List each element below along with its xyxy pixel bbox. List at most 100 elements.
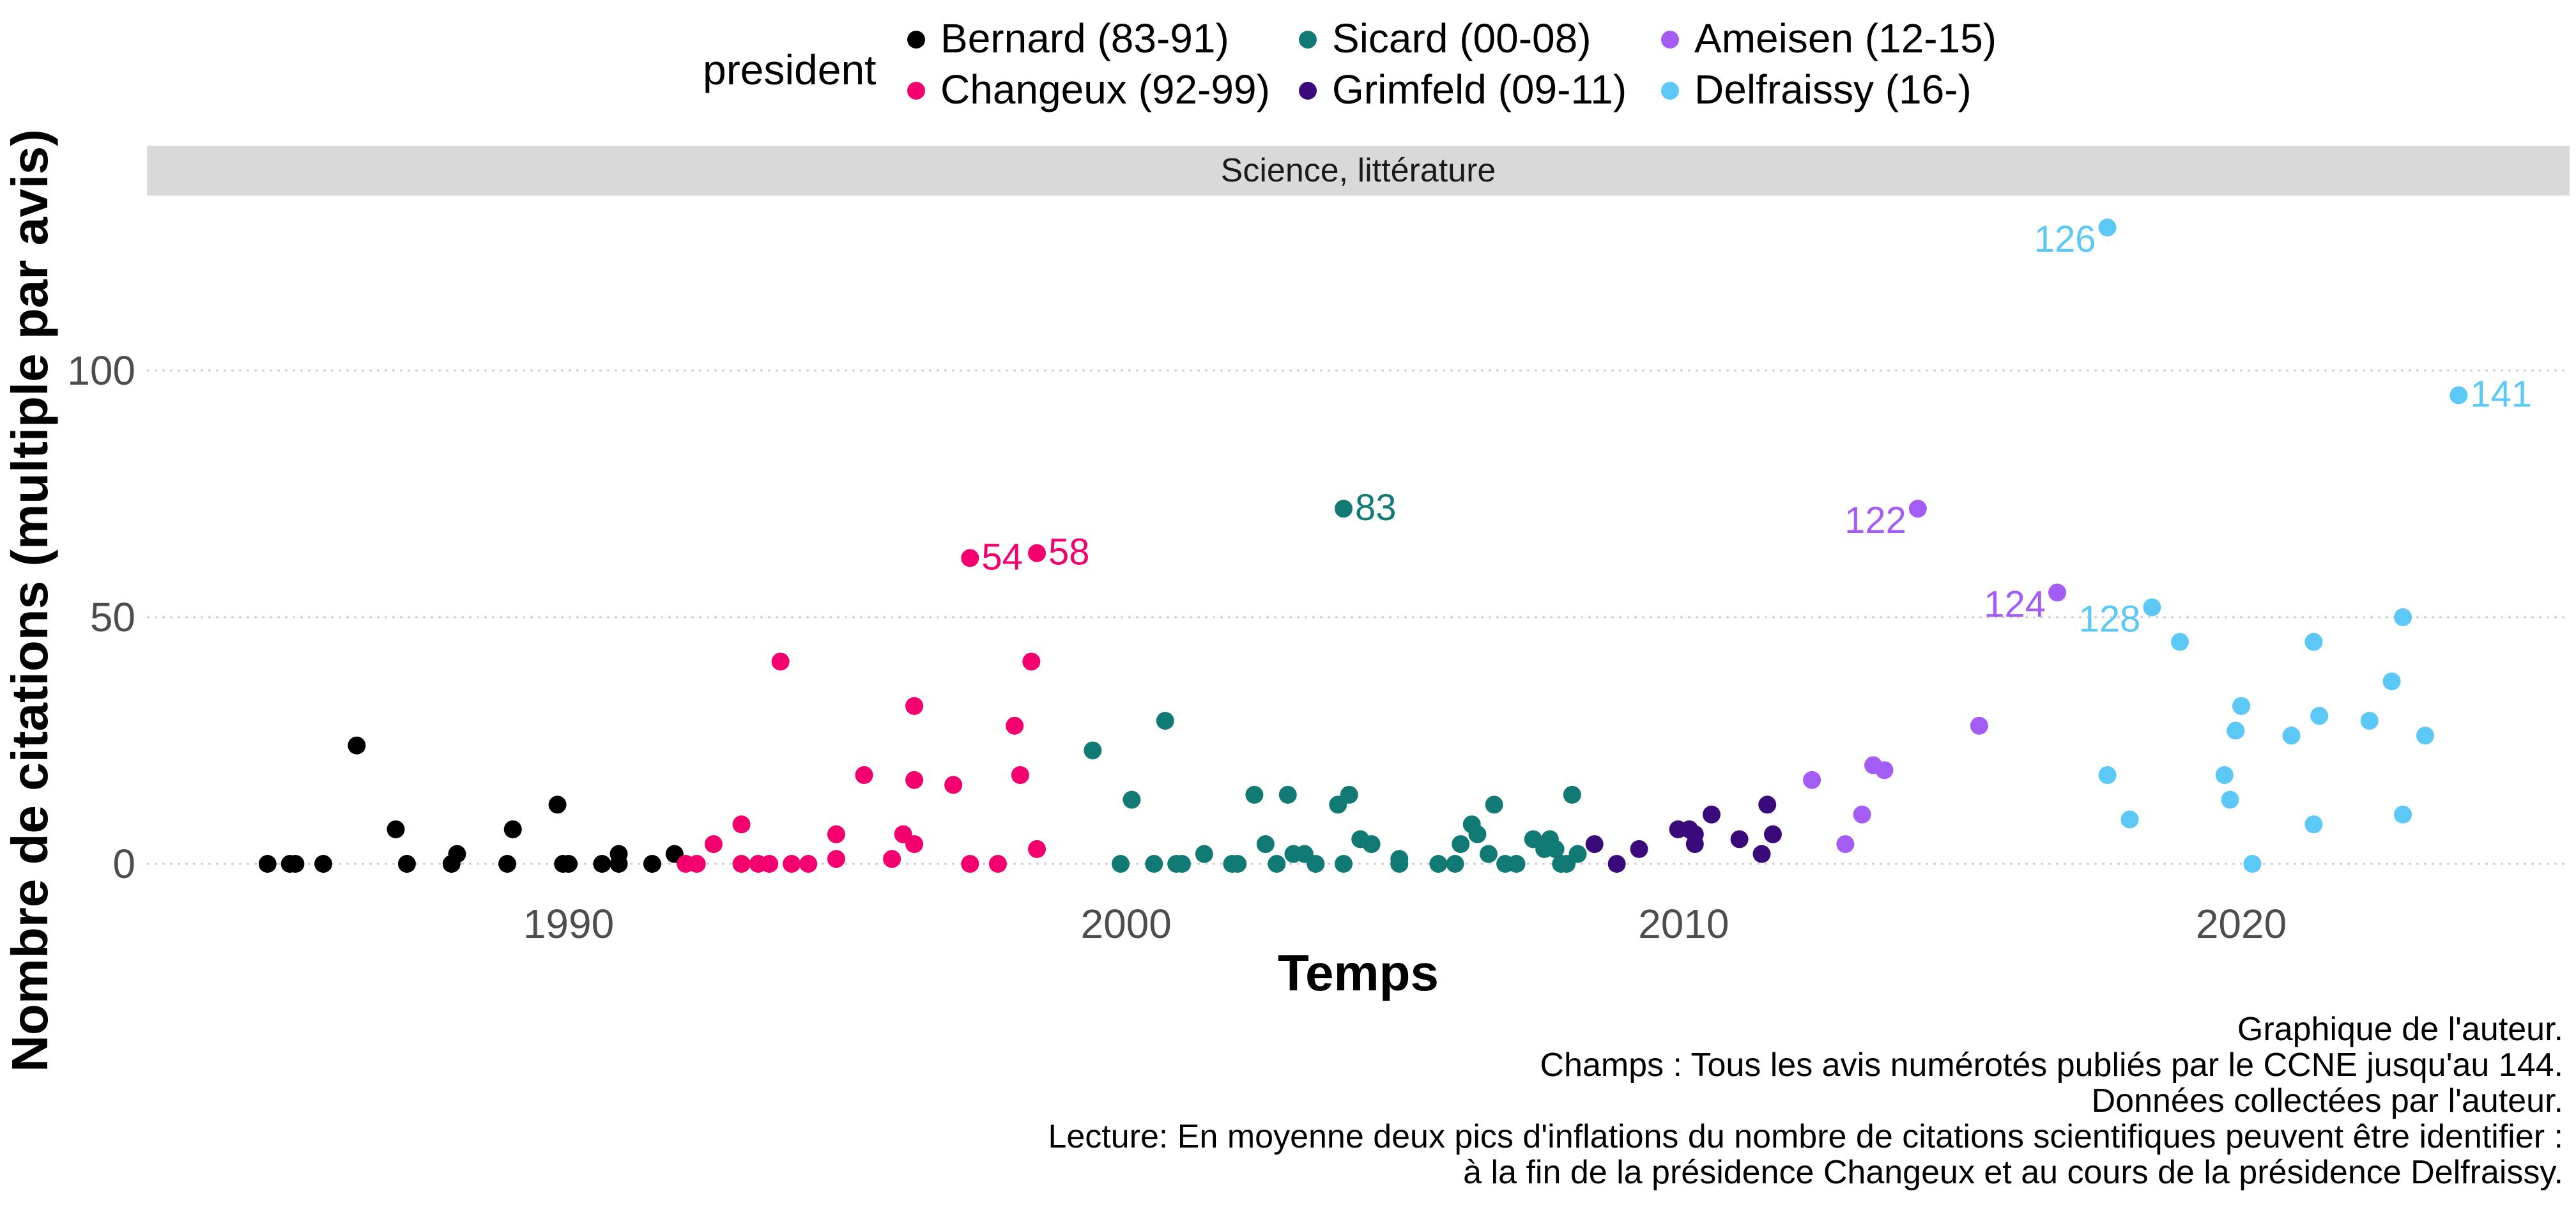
y-tick-label: 0: [112, 841, 135, 887]
data-point: [1758, 795, 1777, 814]
data-point: [1585, 835, 1604, 854]
data-point: [1607, 855, 1626, 873]
data-point: [961, 855, 979, 873]
point-annotation: 83: [1355, 487, 1397, 528]
legend-item: Grimfeld (09-11): [1299, 66, 1627, 112]
x-axis-title: Temps: [1278, 944, 1439, 1001]
legend-label: Delfraissy (16-): [1694, 66, 1972, 112]
legend-item: Delfraissy (16-): [1661, 66, 1972, 112]
data-point: [1485, 795, 1503, 814]
data-point: [1111, 855, 1130, 873]
data-point: [1836, 835, 1855, 854]
data-point: [827, 850, 845, 868]
legend-label: Changeux (92-99): [940, 66, 1270, 112]
data-point: [1123, 790, 1141, 809]
y-tick-label: 100: [67, 348, 135, 394]
data-point: [1156, 712, 1174, 730]
data-point: [1229, 855, 1247, 873]
data-point: [883, 850, 901, 868]
legend-item: Ameisen (12-15): [1661, 15, 1997, 61]
data-point: [799, 855, 818, 873]
legend-label: Grimfeld (09-11): [1332, 66, 1627, 112]
data-point: [855, 766, 873, 785]
data-point: [732, 815, 751, 834]
gridlines: [147, 369, 2570, 865]
x-axis-ticks: 1990 2000 2010 2020: [523, 901, 2287, 947]
point-annotation: 124: [1984, 583, 2046, 625]
data-point: [944, 776, 963, 794]
legend-key: [1299, 31, 1317, 49]
point-annotations: 54 58 83 122 124 126 128 141: [981, 219, 2532, 640]
data-point: [2098, 219, 2117, 237]
legend-key: [1661, 31, 1679, 49]
y-axis-ticks: 0 50 100: [67, 348, 135, 887]
legend-key: [907, 31, 925, 49]
data-point: [1685, 825, 1704, 843]
data-point: [2394, 805, 2412, 824]
data-point: [2416, 726, 2434, 745]
data-point: [704, 835, 723, 854]
data-point: [2304, 633, 2323, 651]
x-tick-label: 2000: [1080, 901, 1171, 947]
data-point: [687, 855, 706, 873]
data-points: [258, 219, 2468, 873]
data-point: [760, 855, 779, 873]
data-point: [1752, 845, 1771, 863]
data-point: [2382, 672, 2401, 691]
data-point: [2243, 855, 2262, 873]
legend-key: [1661, 82, 1679, 100]
data-point: [1446, 855, 1464, 873]
caption-line: Lecture: En moyenne deux pics d'inflatio…: [1048, 1118, 2563, 1155]
data-point: [1630, 840, 1648, 858]
data-point: [1028, 840, 1046, 858]
data-point: [498, 855, 517, 873]
point-annotation: 58: [1048, 532, 1090, 573]
data-point: [905, 835, 924, 854]
data-point: [1268, 855, 1286, 873]
data-point: [1568, 845, 1587, 863]
caption: Graphique de l'auteur.Champs : Tous les …: [1048, 1011, 2563, 1191]
legend-key: [907, 82, 925, 100]
data-point: [905, 696, 924, 715]
data-point: [1468, 825, 1487, 843]
x-tick-label: 2010: [1638, 901, 1729, 947]
data-point: [1853, 805, 1871, 824]
data-point: [1335, 855, 1353, 873]
data-point: [503, 820, 522, 838]
data-point: [2227, 721, 2245, 740]
data-point: [1429, 855, 1448, 873]
data-point: [2450, 386, 2468, 404]
data-point: [732, 855, 751, 873]
x-tick-label: 2020: [2196, 901, 2287, 947]
data-point: [988, 855, 1007, 873]
data-point: [643, 855, 661, 873]
data-point: [1763, 825, 1782, 843]
legend: president Bernard (83-91) Changeux (92-99…: [703, 15, 1997, 112]
data-point: [2048, 583, 2067, 602]
data-point: [348, 736, 366, 755]
data-point: [1452, 835, 1470, 854]
data-point: [610, 855, 628, 873]
data-point: [1507, 855, 1526, 873]
point-annotation: 122: [1844, 500, 1906, 541]
point-annotation: 128: [2079, 599, 2141, 640]
point-annotation: 54: [981, 536, 1023, 578]
legend-title: president: [703, 46, 877, 93]
data-point: [1245, 785, 1264, 804]
y-tick-label: 50: [90, 594, 135, 640]
data-point: [2304, 815, 2323, 834]
data-point: [1195, 845, 1213, 863]
data-point: [560, 855, 578, 873]
point-annotation: 126: [2034, 219, 2096, 260]
data-point: [2232, 696, 2250, 715]
data-point: [2221, 790, 2239, 809]
caption-line: Graphique de l'auteur.: [2237, 1011, 2563, 1048]
data-point: [286, 855, 305, 873]
data-point: [1390, 850, 1409, 868]
data-point: [2282, 726, 2301, 745]
facet-strip: [147, 146, 2570, 196]
data-point: [1278, 785, 1297, 804]
data-point: [593, 855, 611, 873]
data-point: [258, 855, 277, 873]
legend-label: Bernard (83-91): [940, 15, 1229, 61]
